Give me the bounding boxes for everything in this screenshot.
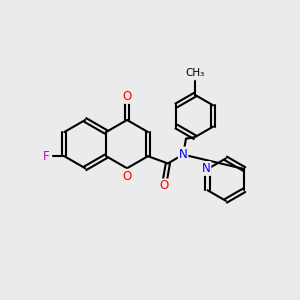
Text: O: O xyxy=(159,179,168,192)
Text: N: N xyxy=(179,148,188,160)
Text: CH₃: CH₃ xyxy=(185,68,204,78)
Text: N: N xyxy=(202,162,210,175)
Text: O: O xyxy=(122,170,132,183)
Text: O: O xyxy=(122,90,132,103)
Text: F: F xyxy=(43,150,50,163)
